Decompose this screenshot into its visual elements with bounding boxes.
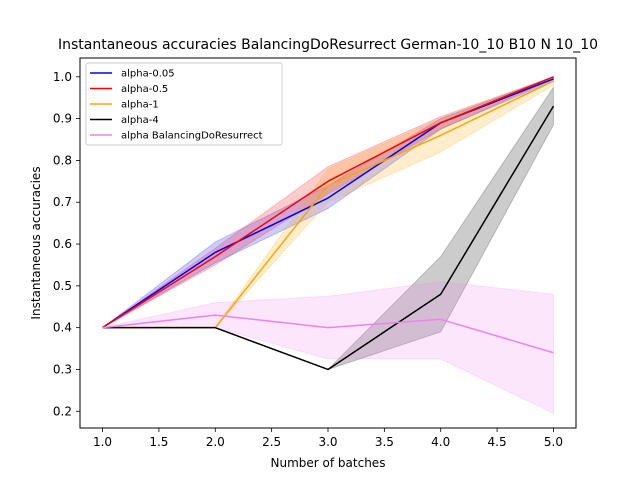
legend-label-alpha-0-05: alpha-0.05 (121, 69, 175, 80)
y-tick-label: 0.7 (53, 195, 72, 209)
line-alpha-4 (102, 105, 555, 371)
x-tick-label: 3.5 (375, 435, 394, 449)
line-alpha-balancingdoresurrect (102, 314, 554, 354)
x-tick-label: 1.5 (149, 435, 168, 449)
y-tick-label: 0.3 (53, 362, 72, 376)
band-alpha-0-05 (102, 76, 554, 329)
legend-label-alpha-1: alpha-1 (121, 100, 159, 111)
legend: alpha-0.05 alpha-0.5 alpha-1 alpha-4 alpha B… (85, 62, 283, 146)
y-tick-label: 0.9 (53, 112, 72, 126)
y-tick-label: 0.5 (53, 279, 72, 293)
x-tick-label: 1.0 (93, 435, 112, 449)
y-tick-label: 0.6 (53, 237, 72, 251)
line-alpha-0-5 (102, 76, 554, 329)
y-tick-label: 0.8 (53, 153, 72, 167)
x-axis-label: Number of batches (271, 456, 386, 470)
band-alpha-1 (102, 76, 554, 329)
y-axis: 0.2 0.3 0.4 0.5 0.6 0.7 0.8 0.9 1.0 (53, 70, 80, 418)
legend-frame (85, 62, 283, 146)
y-tick-label: 1.0 (53, 70, 72, 84)
x-tick-label: 3.0 (318, 435, 337, 449)
series-lines (102, 76, 555, 371)
x-tick-label: 2.5 (262, 435, 281, 449)
legend-label-alpha-0-5: alpha-0.5 (121, 84, 168, 95)
chart-title: Instantaneous accuracies BalancingDoResu… (58, 37, 598, 53)
y-tick-label: 0.4 (53, 321, 72, 335)
legend-label-alpha-balancingdoresurrect: alpha BalancingDoResurrect (121, 131, 263, 142)
x-tick-label: 4.0 (431, 435, 450, 449)
x-tick-label: 4.5 (488, 435, 507, 449)
y-tick-label: 0.2 (53, 404, 72, 418)
legend-label-alpha-4: alpha-4 (121, 115, 159, 126)
x-axis: 1.0 1.5 2.0 2.5 3.0 3.5 4.0 4.5 5.0 (93, 428, 563, 449)
y-axis-label: Instantaneous accuracies (29, 166, 43, 319)
band-alpha-0-5 (102, 76, 554, 329)
x-tick-label: 5.0 (544, 435, 563, 449)
x-tick-label: 2.0 (206, 435, 225, 449)
